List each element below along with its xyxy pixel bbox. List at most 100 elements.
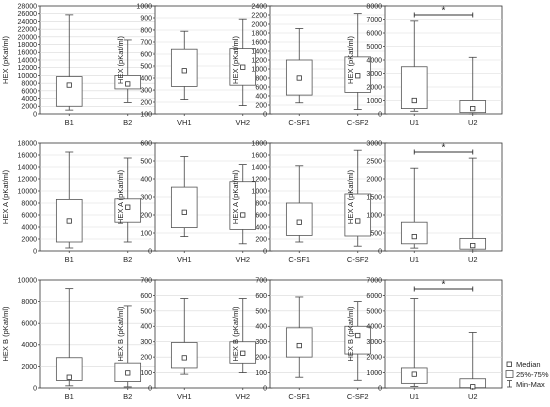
iqr-box [170,48,198,87]
x-tick-label: C-SF2 [347,392,369,401]
median-marker [66,218,72,224]
median-marker [240,212,246,218]
x-tick-label: C-SF1 [288,255,310,264]
y-tick-label: 400 [255,324,267,331]
x-tick-label: B1 [65,118,74,127]
y-tick-label: 0 [263,385,267,392]
y-tick-label: 0 [148,248,152,255]
y-tick-label: 800 [255,75,267,82]
median-marker [296,75,302,81]
x-tick-label: B1 [65,392,74,401]
x-tick-label: VH1 [177,255,192,264]
y-tick-label: 2500 [366,158,382,165]
x-tick-label: U2 [468,255,478,264]
y-tick-label: 3000 [366,71,382,78]
y-tick-label: 700 [140,277,152,284]
y-tick-label: 0 [378,385,382,392]
y-tick-label: 100 [255,370,267,377]
y-tick-label: 2000 [21,236,37,243]
x-tick-label: U1 [409,392,419,401]
y-tick-label: 5000 [366,44,382,51]
y-tick-label: 8000 [21,81,37,88]
iqr-box [229,181,257,230]
iqr-box [114,198,142,223]
y-tick-label: 0 [378,111,382,118]
iqr-box [55,357,83,381]
x-tick-label: B1 [65,255,74,264]
y-tick-label: 4000 [21,342,37,349]
x-tick-label: B2 [123,255,132,264]
y-tick-label: 2200 [251,12,267,19]
median-marker [470,106,476,112]
y-tick-label: 200 [140,212,152,219]
y-axis-label: HEX A (pKat/ml) [116,169,125,224]
y-tick-label: 400 [140,75,152,82]
chart-panel-6: 0 100 200 300 400 500 600 HEX A (pKat/ml) VH1 VH2 [116,140,273,264]
y-tick-label: 1000 [366,370,382,377]
median-marker [181,68,187,74]
chart-panel-12: 0 1000 2000 3000 4000 5000 6000 7000 HEX B (pKat… [346,277,503,401]
y-tick-label: 24000 [18,19,38,26]
legend-median-symbol [506,361,512,367]
y-tick-label: 0 [263,248,267,255]
y-tick-label: 1200 [251,57,267,64]
y-tick-label: 7000 [366,17,382,24]
y-tick-label: 600 [140,51,152,58]
y-tick-label: 400 [255,224,267,231]
y-tick-label: 1000 [136,3,152,10]
y-axis-label: HEX A (pKat/ml) [346,169,355,224]
y-tick-label: 26000 [18,11,38,18]
y-tick-label: 6000 [21,321,37,328]
significance-star: * [442,6,446,17]
chart-panel-3: 0 200 400 600 800 1000 1200 1400 1600 1800 2000 220… [231,3,388,127]
y-tick-label: 8000 [366,3,382,10]
iqr-box [170,342,198,369]
y-axis-label: HEX B (pKat/ml) [231,306,240,362]
y-tick-label: 600 [140,293,152,300]
y-tick-label: 2000 [366,176,382,183]
iqr-box [344,193,372,237]
y-tick-label: 8000 [21,299,37,306]
iqr-box [55,76,83,107]
y-tick-label: 1000 [251,66,267,73]
y-tick-label: 4000 [366,57,382,64]
chart-panel-2: 100 200 300 400 500 600 700 800 900 1000 HEX (pKat… [116,3,273,127]
y-tick-label: 18000 [18,140,38,147]
x-tick-label: VH2 [235,118,250,127]
median-marker [181,209,187,215]
y-tick-label: 1600 [251,39,267,46]
y-tick-label: 14000 [18,164,38,171]
y-tick-label: 14000 [18,57,38,64]
median-marker [355,332,361,339]
y-tick-label: 400 [140,324,152,331]
chart-panel-11: 0 100 200 300 400 500 600 700 HEX B (pKat/ml) C-S… [231,277,388,401]
x-tick-label: C-SF1 [288,392,310,401]
y-tick-label: 6000 [21,212,37,219]
y-tick-label: 0 [33,248,37,255]
x-tick-label: U1 [409,118,419,127]
y-tick-label: 4000 [21,96,37,103]
x-tick-label: B2 [123,118,132,127]
y-tick-label: 500 [140,158,152,165]
iqr-box [170,186,198,229]
y-tick-label: 2000 [21,364,37,371]
y-tick-label: 10000 [18,188,38,195]
y-tick-label: 300 [140,87,152,94]
y-tick-label: 1500 [366,194,382,201]
y-tick-label: 700 [140,39,152,46]
y-tick-label: 4000 [366,324,382,331]
y-tick-label: 1000 [251,188,267,195]
median-marker [296,219,302,225]
iqr-box [285,202,313,236]
y-tick-label: 12000 [18,176,38,183]
y-tick-label: 0 [263,111,267,118]
chart-panel-8: 0 500 1000 1500 2000 2500 3000 HEX A (pKat/ml) U… [346,140,503,264]
y-tick-label: 22000 [18,27,38,34]
y-tick-label: 0 [33,111,37,118]
y-axis-label: HEX (pKat/ml) [1,36,10,84]
median-marker [240,64,246,70]
y-tick-label: 5000 [366,308,382,315]
